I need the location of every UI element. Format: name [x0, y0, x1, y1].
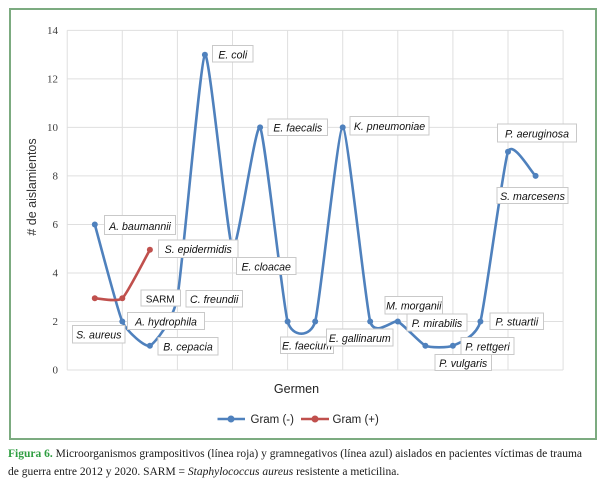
svg-text:E. cloacae: E. cloacae — [241, 262, 291, 274]
svg-text:B. cepacia: B. cepacia — [163, 342, 213, 354]
svg-text:P. mirabilis: P. mirabilis — [412, 318, 463, 330]
svg-text:12: 12 — [47, 74, 58, 86]
svg-text:14: 14 — [47, 25, 59, 37]
svg-text:E. faecium: E. faecium — [282, 341, 332, 353]
svg-text:P. aeruginosa: P. aeruginosa — [505, 129, 569, 141]
svg-text:M. morganii: M. morganii — [386, 301, 442, 313]
svg-text:6: 6 — [53, 219, 59, 231]
svg-text:# de aislamientos: # de aislamientos — [25, 138, 39, 235]
svg-text:S. epidermidis: S. epidermidis — [165, 244, 233, 256]
svg-text:Gram (+): Gram (+) — [333, 414, 379, 426]
svg-text:P. vulgaris: P. vulgaris — [439, 358, 488, 370]
svg-text:A. hydrophila: A. hydrophila — [134, 317, 197, 329]
svg-text:P. stuartii: P. stuartii — [495, 317, 538, 329]
svg-text:E. coli: E. coli — [218, 49, 247, 61]
svg-text:P. rettgeri: P. rettgeri — [465, 342, 510, 354]
svg-text:E. gallinarum: E. gallinarum — [329, 333, 391, 345]
svg-text:S. aureus: S. aureus — [76, 330, 122, 342]
svg-text:A. baumannii: A. baumannii — [108, 221, 171, 233]
svg-text:4: 4 — [53, 268, 59, 280]
svg-text:S. marcesens: S. marcesens — [500, 191, 565, 203]
svg-text:8: 8 — [53, 171, 59, 183]
svg-text:2: 2 — [53, 316, 59, 328]
svg-text:10: 10 — [47, 122, 59, 134]
svg-text:K. pneumoniae: K. pneumoniae — [354, 121, 425, 133]
svg-text:C. freundii: C. freundii — [190, 294, 239, 306]
svg-text:Gram (-): Gram (-) — [251, 414, 295, 426]
svg-text:Germen: Germen — [274, 382, 319, 396]
svg-text:E. faecalis: E. faecalis — [273, 123, 323, 135]
svg-text:SARM: SARM — [146, 295, 175, 306]
svg-text:0: 0 — [53, 365, 59, 377]
